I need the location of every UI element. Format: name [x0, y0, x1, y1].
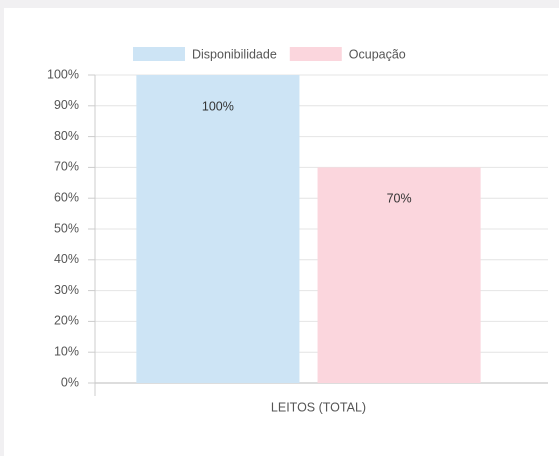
y-tick-label: 70%	[54, 160, 79, 174]
x-tick-label: LEITOS (TOTAL)	[271, 400, 366, 414]
y-tick-label: 80%	[54, 129, 79, 143]
y-tick-label: 100%	[47, 67, 79, 81]
y-tick-label: 90%	[54, 98, 79, 112]
y-tick-label: 50%	[54, 221, 79, 235]
y-tick-label: 0%	[61, 375, 79, 389]
y-tick-label: 20%	[54, 314, 79, 328]
legend-swatch	[133, 47, 185, 61]
legend-label: Disponibilidade	[192, 47, 277, 61]
y-tick-label: 30%	[54, 283, 79, 297]
y-tick-label: 10%	[54, 344, 79, 358]
y-tick-label: 60%	[54, 190, 79, 204]
bar	[317, 167, 481, 383]
legend-label: Ocupação	[349, 47, 406, 61]
data-label: 100%	[202, 99, 234, 113]
y-tick-label: 40%	[54, 252, 79, 266]
bar	[136, 75, 300, 383]
data-label: 70%	[387, 192, 412, 206]
legend-swatch	[289, 47, 342, 61]
